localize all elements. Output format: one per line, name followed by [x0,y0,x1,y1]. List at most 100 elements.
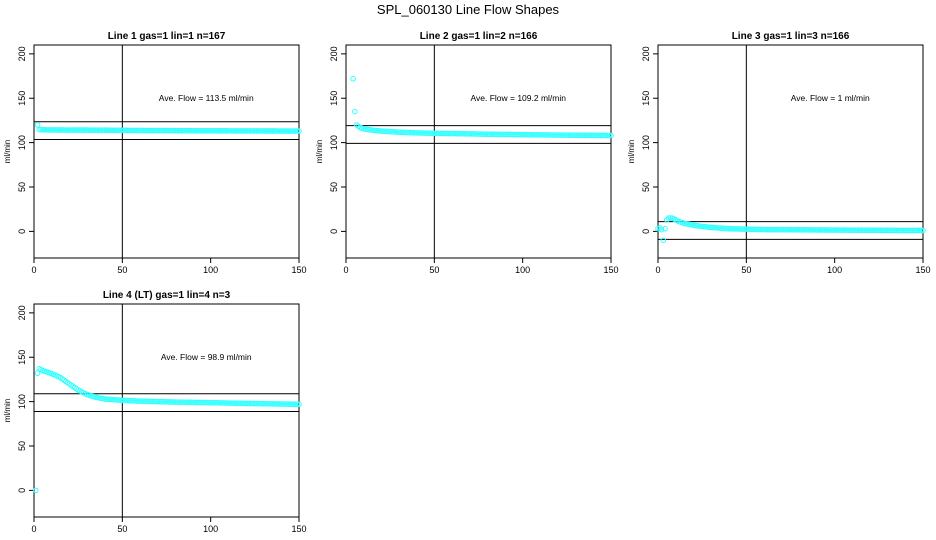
data-point [902,227,909,234]
data-point [241,400,248,407]
data-point [253,128,260,134]
data-point [126,127,133,134]
data-point [294,401,301,408]
data-point [858,227,864,233]
data-point [847,227,854,233]
data-point [280,128,286,134]
data-point [413,130,420,136]
data-point [246,400,253,407]
data-point [899,227,905,234]
data-point [147,127,154,134]
data-point [853,227,859,233]
data-point [521,131,528,138]
data-point [352,108,358,115]
data-point [472,131,478,137]
plot-frame [657,44,924,259]
data-point [190,399,196,406]
data-point [169,127,175,134]
data-point [405,129,411,136]
data-point [891,227,898,234]
data-point [186,127,193,134]
plot-title: Line 3 gas=1 lin=3 n=166 [732,31,850,42]
data-point [549,132,556,138]
x-tick-label: 150 [291,524,306,534]
data-point [275,128,281,134]
data-point [658,226,665,233]
data-point [785,226,792,233]
data-point [133,398,140,404]
data-point [170,127,177,134]
data-point [253,400,260,407]
data-point [468,131,475,137]
data-point [725,225,732,232]
plot-panel-2: Line 2 gas=1 lin=2 n=166 0 50 100 150 0 50 100 1… [315,31,619,275]
data-point [41,127,48,133]
average-flow-annotation: Ave. Flow = 113.5 ml/min [159,93,254,103]
data-point [96,127,103,133]
data-point [255,128,262,134]
data-point [489,131,496,138]
data-point [734,226,741,232]
data-point [174,127,180,134]
data-point [222,128,228,134]
data-point [775,226,781,233]
data-point [199,399,205,406]
data-point [660,237,667,244]
data-point [140,398,147,405]
data-point [119,127,126,134]
data-point [542,132,549,138]
data-point [895,227,902,234]
x-tick-label: 100 [203,524,218,534]
data-point [768,226,774,233]
data-point [662,225,668,232]
data-point [153,398,159,405]
plot-panel-4: Line 4 (LT) gas=1 lin=4 n=3 0 50 100 150 0 50 1… [3,290,307,534]
data-point [214,400,221,406]
data-point [397,129,404,136]
data-point [815,227,822,233]
data-point [89,127,96,133]
data-point [916,227,923,234]
data-point [830,227,836,233]
data-point [449,130,455,137]
data-point [502,131,508,138]
data-point [199,127,205,134]
x-tick-label: 50 [117,524,127,534]
data-point [149,127,156,134]
data-point [548,132,554,138]
data-point [151,398,157,405]
data-point [123,397,129,404]
data-point [230,400,237,406]
data-point [232,128,239,134]
data-point [283,128,290,134]
data-point [282,401,288,407]
data-point [170,399,177,405]
data-point [512,131,519,138]
data-point [117,127,124,134]
data-point [266,400,272,407]
data-point [204,128,210,134]
data-point [833,227,840,233]
data-point [204,399,210,406]
data-point [243,128,249,134]
data-point [188,399,195,406]
data-point [220,400,226,406]
data-point [64,127,71,133]
data-point [200,127,207,134]
data-point [777,226,783,233]
data-point [55,127,62,133]
data-point [273,128,279,134]
data-point [803,227,810,233]
y-tick-label: 50 [17,441,27,451]
data-point [197,399,203,406]
data-point [264,400,271,407]
data-point [382,128,388,135]
data-point [167,127,173,134]
data-point [808,227,815,233]
data-point [40,126,46,133]
data-point [290,401,297,407]
data-point [266,128,272,134]
data-point [248,400,255,407]
data-point [218,128,225,134]
data-point [893,227,900,234]
